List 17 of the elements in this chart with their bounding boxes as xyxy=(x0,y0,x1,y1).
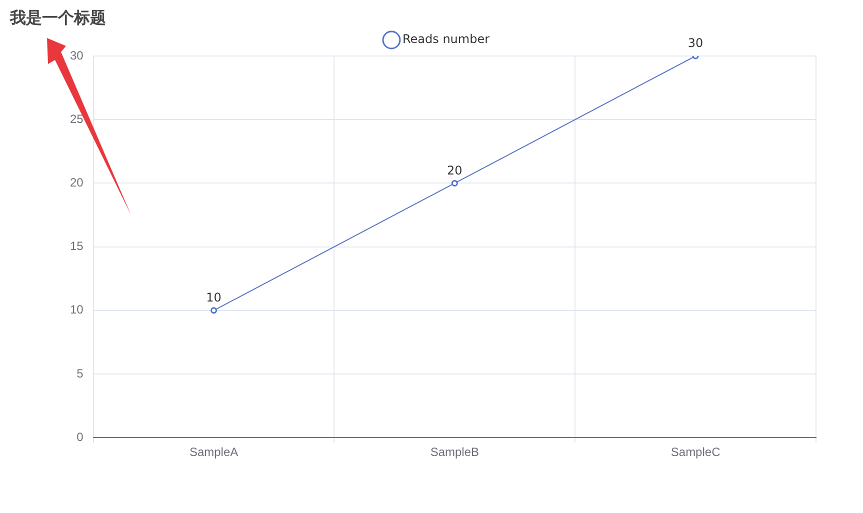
data-label: 20 xyxy=(447,163,462,178)
x-tick-label: SampleC xyxy=(670,445,721,460)
point xyxy=(451,180,458,186)
y-tick-label: 25 xyxy=(70,112,84,126)
chart-title: 我是一个标题 xyxy=(10,8,106,29)
y-tick-label: 5 xyxy=(76,366,84,380)
y-tick-label: 20 xyxy=(70,176,84,190)
legend-label: Reads number xyxy=(402,32,490,46)
data-label: 30 xyxy=(688,36,704,50)
y-tick-label: 10 xyxy=(70,302,84,317)
x-tick-label: SampleA xyxy=(189,445,238,460)
x-tick-label: SampleB xyxy=(430,445,480,460)
point xyxy=(210,307,218,314)
y-tick-label: 30 xyxy=(70,48,84,62)
y-tick-label: 0 xyxy=(76,430,84,444)
data-label: 10 xyxy=(206,290,222,305)
y-tick-label: 15 xyxy=(70,239,84,254)
